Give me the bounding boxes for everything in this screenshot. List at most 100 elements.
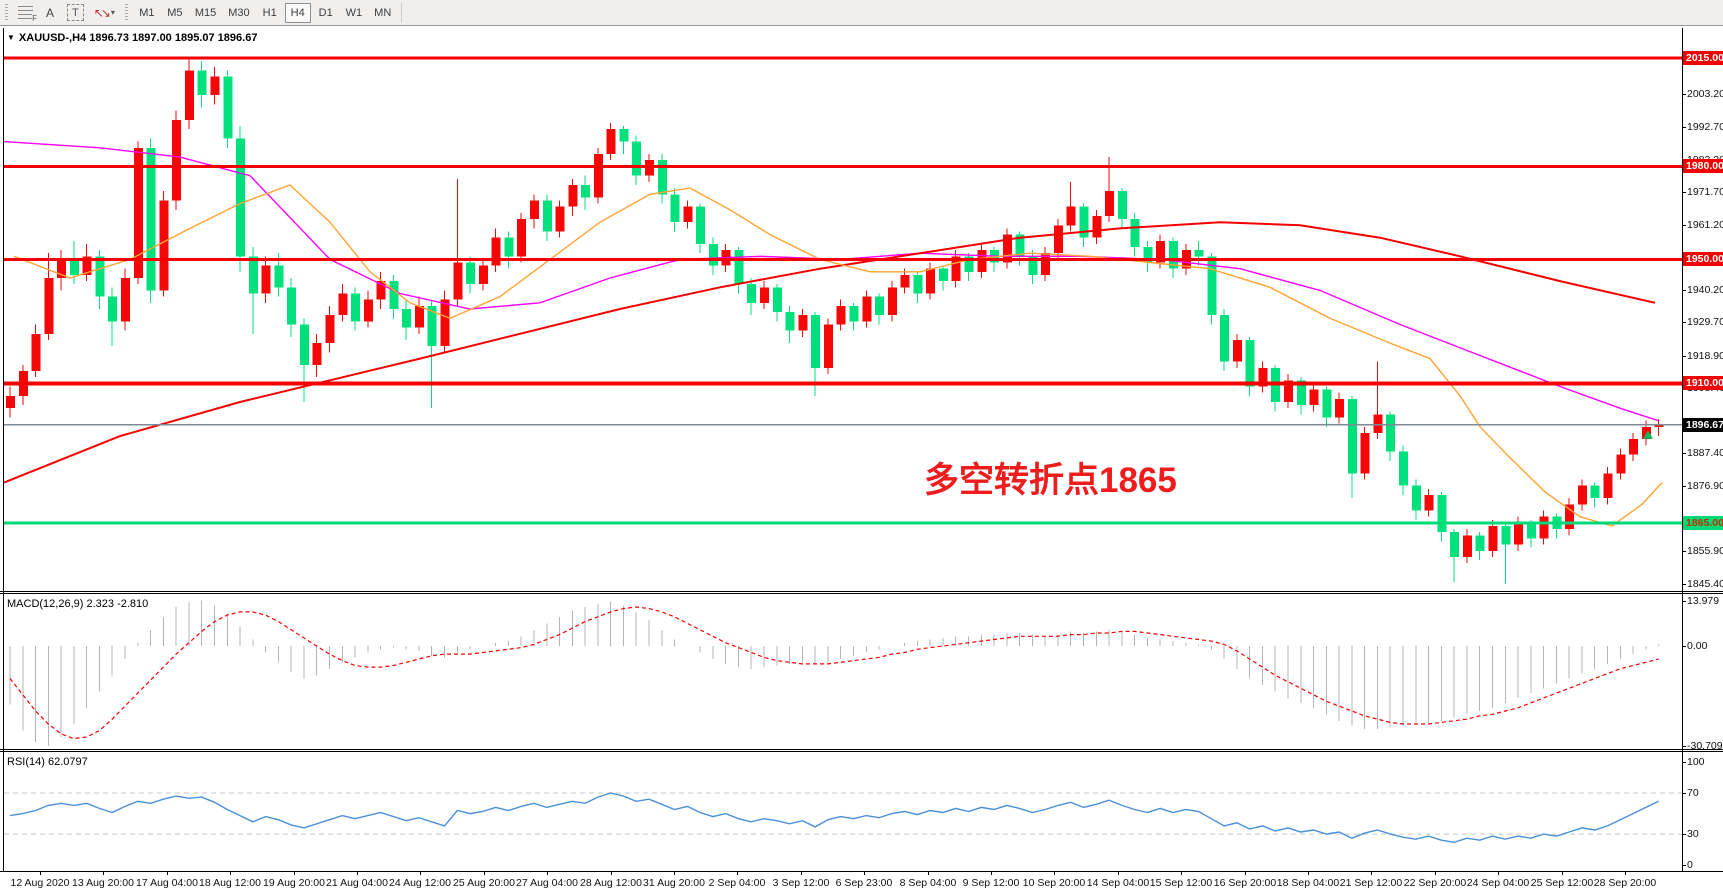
annotation-text[interactable]: 多空转折点1865 — [924, 461, 1177, 500]
time-label: 24 Aug 12:00 — [389, 877, 451, 889]
time-label: 13 Aug 20:00 — [72, 877, 134, 889]
price-tick-mark — [1682, 290, 1686, 291]
candle-body — [1309, 389, 1319, 406]
candle-body — [351, 293, 361, 322]
price-tick-mark — [1682, 486, 1686, 487]
candle-body — [1450, 532, 1460, 557]
price-tick-mark — [1682, 225, 1686, 226]
time-tick-mark — [357, 871, 358, 875]
time-label: 25 Sep 12:00 — [1530, 877, 1594, 889]
chart-canvas[interactable] — [0, 28, 1723, 892]
candle-body — [6, 395, 15, 409]
candle-body — [529, 200, 539, 220]
candle-body — [1053, 225, 1063, 254]
candle-body — [517, 219, 527, 257]
candle-body — [261, 265, 271, 294]
candle-body — [121, 277, 131, 322]
time-label: 25 Aug 20:00 — [453, 877, 515, 889]
macd-tick-mark — [1682, 746, 1686, 747]
toolbar: F A T ↖↘ ▾ M1 M5 M15 M30 H1 H4 D1 W1 MN — [0, 0, 1723, 26]
time-tick-mark — [674, 871, 675, 875]
price-tick-mark — [1682, 127, 1686, 128]
candle-body — [938, 268, 948, 282]
time-label: 24 Sep 04:00 — [1466, 877, 1530, 889]
time-tick-mark — [611, 871, 612, 875]
pane-border-line — [0, 751, 1723, 752]
candle-body — [862, 296, 872, 322]
candle-body — [338, 293, 348, 316]
candle-body — [210, 76, 220, 96]
time-tick-mark — [1054, 871, 1055, 875]
macd-signal-line — [9, 606, 1659, 740]
arrows-dropdown-icon[interactable]: ▾ — [110, 8, 115, 17]
time-label: 2 Sep 04:00 — [708, 877, 766, 889]
timeframe-d1-button[interactable]: D1 — [318, 6, 333, 19]
candle-body — [44, 277, 54, 334]
time-tick-mark — [928, 871, 929, 875]
time-tick-mark — [1498, 871, 1499, 875]
candle-body — [1347, 398, 1357, 474]
timeframes-drag-handle[interactable] — [122, 3, 130, 22]
price-tick: 1971.70 — [1687, 186, 1723, 198]
candle-body — [478, 265, 488, 285]
candle-body — [785, 312, 795, 331]
fibonacci-tool-button[interactable]: F — [14, 3, 37, 23]
timeframe-h1-button[interactable]: H1 — [262, 6, 277, 19]
candle-body — [1399, 451, 1409, 486]
drawing-tools-group: F A T ↖↘ ▾ — [13, 3, 120, 23]
price-tick-mark — [1682, 322, 1686, 323]
candle-body — [1616, 454, 1626, 474]
text-tool-button[interactable]: A — [39, 3, 61, 23]
arrows-tool-button[interactable]: ↖↘ ▾ — [90, 3, 119, 23]
rsi-scale-label: 30 — [1687, 828, 1699, 840]
label-tool-button[interactable]: T — [63, 3, 88, 23]
candle-body — [926, 268, 936, 294]
candle-body — [427, 305, 437, 347]
candle-body — [1514, 522, 1524, 545]
time-label: 18 Sep 04:00 — [1276, 877, 1340, 889]
timeframe-m5-button[interactable]: M5 — [167, 6, 183, 19]
candle-body — [1577, 485, 1587, 505]
candle-body — [1526, 522, 1536, 539]
timeframe-mn-button[interactable]: MN — [374, 6, 392, 19]
candle-body — [1629, 439, 1639, 455]
timeframe-h4-button[interactable]: H4 — [284, 2, 311, 23]
macd-histogram — [9, 600, 1660, 746]
candle-body — [159, 200, 169, 291]
candle-body — [1028, 256, 1038, 275]
candle-body — [363, 299, 373, 322]
chart-title[interactable]: ▼ XAUUSD-,H4 1896.73 1897.00 1895.07 1896… — [7, 32, 257, 44]
price-tick-mark — [1682, 192, 1686, 193]
candle-body — [95, 256, 105, 297]
pane-border-line — [0, 749, 1723, 750]
timeframe-m15-button[interactable]: M15 — [194, 6, 217, 19]
time-tick-mark — [1562, 871, 1563, 875]
toolbar-drag-handle[interactable] — [3, 3, 10, 22]
rsi-tick-mark — [1682, 762, 1686, 763]
candle-body — [69, 259, 79, 275]
candles — [6, 56, 1664, 584]
time-label: 17 Aug 04:00 — [136, 877, 198, 889]
ohlc-readout: 1896.73 1897.00 1895.07 1896.67 — [89, 32, 258, 44]
candle-body — [1156, 240, 1166, 263]
candle-body — [1539, 516, 1549, 539]
candle-body — [1590, 485, 1600, 499]
macd-scale-label: 13.979 — [1687, 595, 1720, 607]
timeframe-m30-button[interactable]: M30 — [228, 6, 250, 19]
candle-body — [1220, 315, 1230, 362]
timeframe-m1-button[interactable]: M1 — [139, 6, 155, 19]
time-tick-mark — [1435, 871, 1436, 875]
arrows-icon: ↖↘ — [93, 5, 111, 20]
price-tick: 1876.90 — [1687, 480, 1723, 492]
candle-body — [1143, 246, 1153, 263]
price-tick-mark — [1682, 356, 1686, 357]
candle-body — [1641, 426, 1651, 440]
chart-dropdown-icon[interactable]: ▼ — [7, 33, 15, 42]
time-label: 28 Sep 20:00 — [1593, 877, 1657, 889]
time-label: 21 Sep 12:00 — [1339, 877, 1403, 889]
time-tick-mark — [230, 871, 231, 875]
timeframe-w1-button[interactable]: W1 — [345, 6, 363, 19]
time-tick-mark — [103, 871, 104, 875]
candle-body — [108, 296, 118, 322]
